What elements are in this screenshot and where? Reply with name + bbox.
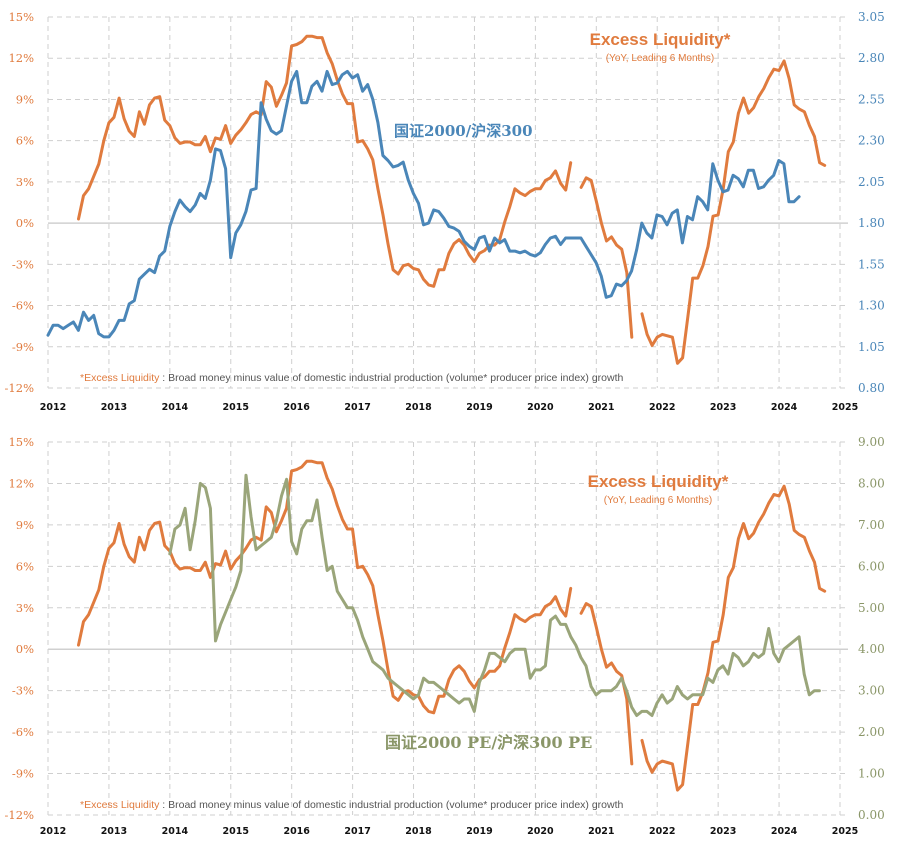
series-ratio xyxy=(46,69,801,339)
y-left-tick-label: -6% xyxy=(12,725,34,739)
x-tick-label: 2024 xyxy=(771,402,798,413)
y-left-tick-label: 9% xyxy=(16,518,34,532)
y-right-tick-label: 1.30 xyxy=(858,299,885,313)
series-ratio xyxy=(168,473,821,717)
x-tick-label: 2023 xyxy=(710,402,736,413)
y-right-tick-label: 1.00 xyxy=(858,767,885,781)
series-line-segment xyxy=(168,473,821,717)
x-tick-label: 2025 xyxy=(832,402,858,413)
x-tick-label: 2022 xyxy=(649,402,675,413)
y-right-tick-label: 2.05 xyxy=(858,175,885,189)
x-tick-label: 2017 xyxy=(344,826,370,837)
y-left-tick-label: 15% xyxy=(8,10,34,24)
x-tick-label: 2018 xyxy=(405,826,432,837)
x-tick-label: 2015 xyxy=(223,402,249,413)
y-left-tick-label: -3% xyxy=(12,684,34,698)
footnote: *Excess Liquidity : Broad money minus va… xyxy=(80,372,624,384)
y-right-tick-label: 5.00 xyxy=(858,601,885,615)
y-left-tick-label: -9% xyxy=(12,340,34,354)
y-right-tick-label: 7.00 xyxy=(858,518,885,532)
x-tick-label: 2014 xyxy=(162,826,189,837)
footnote-key: *Excess Liquidity xyxy=(80,372,160,384)
series-line-segment xyxy=(579,176,634,339)
x-tick-label: 2012 xyxy=(40,826,66,837)
y-right-tick-label: 2.80 xyxy=(858,51,885,65)
y-right-tick-label: 2.30 xyxy=(858,134,885,148)
y-right-tick-label: 8.00 xyxy=(858,476,885,490)
y-left-tick-label: 0% xyxy=(16,642,34,656)
chart-subtitle: (YoY, Leading 6 Months) xyxy=(606,53,714,64)
chart-title: Excess Liquidity* xyxy=(588,472,729,491)
y-left-tick-label: 15% xyxy=(8,435,34,449)
y-left-tick-label: 0% xyxy=(16,216,34,230)
x-tick-label: 2019 xyxy=(466,826,492,837)
x-tick-label: 2016 xyxy=(283,826,310,837)
y-left-tick-label: -12% xyxy=(5,808,35,822)
y-right-tick-label: 1.80 xyxy=(858,216,885,230)
x-tick-label: 2016 xyxy=(283,402,310,413)
y-left-tick-label: 3% xyxy=(16,601,34,615)
x-tick-label: 2024 xyxy=(771,826,798,837)
x-tick-label: 2019 xyxy=(466,402,492,413)
x-tick-label: 2021 xyxy=(588,826,614,837)
y-left-tick-label: -6% xyxy=(12,299,34,313)
x-tick-label: 2020 xyxy=(527,402,554,413)
series-line-segment xyxy=(640,484,827,792)
chart-title: Excess Liquidity* xyxy=(590,30,731,49)
chart-subtitle: (YoY, Leading 6 Months) xyxy=(604,495,712,506)
y-right-tick-label: 4.00 xyxy=(858,642,885,656)
x-tick-label: 2021 xyxy=(588,402,614,413)
x-tick-label: 2012 xyxy=(40,402,66,413)
x-tick-label: 2013 xyxy=(101,826,127,837)
series-annotation: 国证2000 PE/沪深300 PE xyxy=(385,733,592,752)
y-right-tick-label: 1.05 xyxy=(858,340,885,354)
series-line-segment xyxy=(77,459,573,715)
x-tick-label: 2020 xyxy=(527,826,554,837)
x-tick-label: 2022 xyxy=(649,826,675,837)
y-left-tick-label: 6% xyxy=(16,559,34,573)
x-tick-label: 2023 xyxy=(710,826,736,837)
y-left-tick-label: 12% xyxy=(8,51,34,65)
y-right-tick-label: 3.05 xyxy=(858,10,885,24)
y-left-tick-label: -3% xyxy=(12,257,34,271)
series-annotation: 国证2000/沪深300 xyxy=(394,122,533,140)
y-right-tick-label: 1.55 xyxy=(858,257,885,271)
y-left-tick-label: 9% xyxy=(16,92,34,106)
y-right-tick-label: 2.00 xyxy=(858,725,885,739)
y-left-tick-label: 12% xyxy=(8,476,34,490)
y-right-tick-label: 0.00 xyxy=(858,808,885,822)
x-tick-label: 2014 xyxy=(162,402,189,413)
footnote-text: : Broad money minus value of domestic in… xyxy=(159,799,623,811)
footnote-text: : Broad money minus value of domestic in… xyxy=(159,372,623,384)
y-right-tick-label: 6.00 xyxy=(858,559,885,573)
x-tick-label: 2013 xyxy=(101,402,127,413)
series-excess-liquidity xyxy=(77,34,827,365)
y-left-tick-label: -12% xyxy=(5,381,35,395)
y-right-tick-label: 2.55 xyxy=(858,92,885,106)
series-line-segment xyxy=(77,34,573,288)
x-tick-label: 2018 xyxy=(405,402,432,413)
y-left-tick-label: 3% xyxy=(16,175,34,189)
footnote-key: *Excess Liquidity xyxy=(80,799,160,811)
chart-panel-1: 15% 3.05 12% 2.80 9% 2.55 6% 2.30 3% 2.05 0% 1.80 -3… xyxy=(5,10,885,413)
series-line-segment xyxy=(640,59,827,365)
x-tick-label: 2015 xyxy=(223,826,249,837)
x-tick-label: 2025 xyxy=(832,826,858,837)
series-line-segment xyxy=(46,69,801,339)
y-right-tick-label: 3.00 xyxy=(858,684,885,698)
footnote: *Excess Liquidity : Broad money minus va… xyxy=(80,799,624,811)
y-right-tick-label: 9.00 xyxy=(858,435,885,449)
y-left-tick-label: 6% xyxy=(16,134,34,148)
y-left-tick-label: -9% xyxy=(12,767,34,781)
chart-panel-2: 15% 9.00 12% 8.00 9% 7.00 6% 6.00 3% 5.00 0% 4.00 -3… xyxy=(5,435,885,837)
y-right-tick-label: 0.80 xyxy=(858,381,885,395)
x-tick-label: 2017 xyxy=(344,402,370,413)
